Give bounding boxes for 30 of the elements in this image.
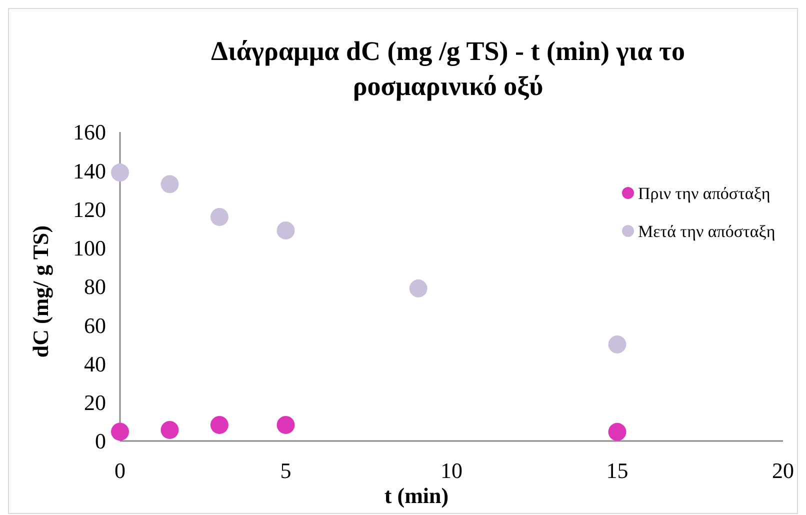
y-tick-label: 140 <box>73 158 106 184</box>
point <box>276 221 295 240</box>
point <box>276 416 295 434</box>
point <box>608 335 626 354</box>
point <box>111 164 129 182</box>
legend-label: Πριν την απόσταξη <box>638 184 770 203</box>
y-tick-label: 0 <box>95 428 106 454</box>
x-tick-label: 20 <box>772 458 794 483</box>
y-tick-label: 100 <box>73 236 106 261</box>
legend-label: Μετά την απόσταξη <box>638 222 776 241</box>
point <box>608 422 626 441</box>
x-tick-label: 15 <box>606 458 628 483</box>
point <box>210 208 228 226</box>
y-tick-label: 160 <box>73 120 106 145</box>
point <box>409 279 428 298</box>
x-tick-label: 10 <box>440 458 462 483</box>
point <box>111 422 129 441</box>
chart-title: Διάγραμμα dC (mg /g TS) - t (min) για το ροσμαρινικό οξύ <box>211 36 685 101</box>
point <box>160 420 179 439</box>
x-tick-label: 0 <box>114 458 126 483</box>
x-axis-title: t (min) <box>384 483 449 508</box>
y-tick-label: 80 <box>84 274 106 300</box>
y-tick-label: 40 <box>84 351 106 376</box>
point <box>210 416 228 434</box>
x-tick-label: 5 <box>280 458 292 483</box>
y-tick-label: 60 <box>84 312 106 338</box>
point <box>160 175 179 194</box>
y-axis-title: dC (mg/ g TS) <box>28 225 53 358</box>
y-tick-label: 20 <box>84 390 106 416</box>
y-tick-label: 120 <box>73 196 106 222</box>
